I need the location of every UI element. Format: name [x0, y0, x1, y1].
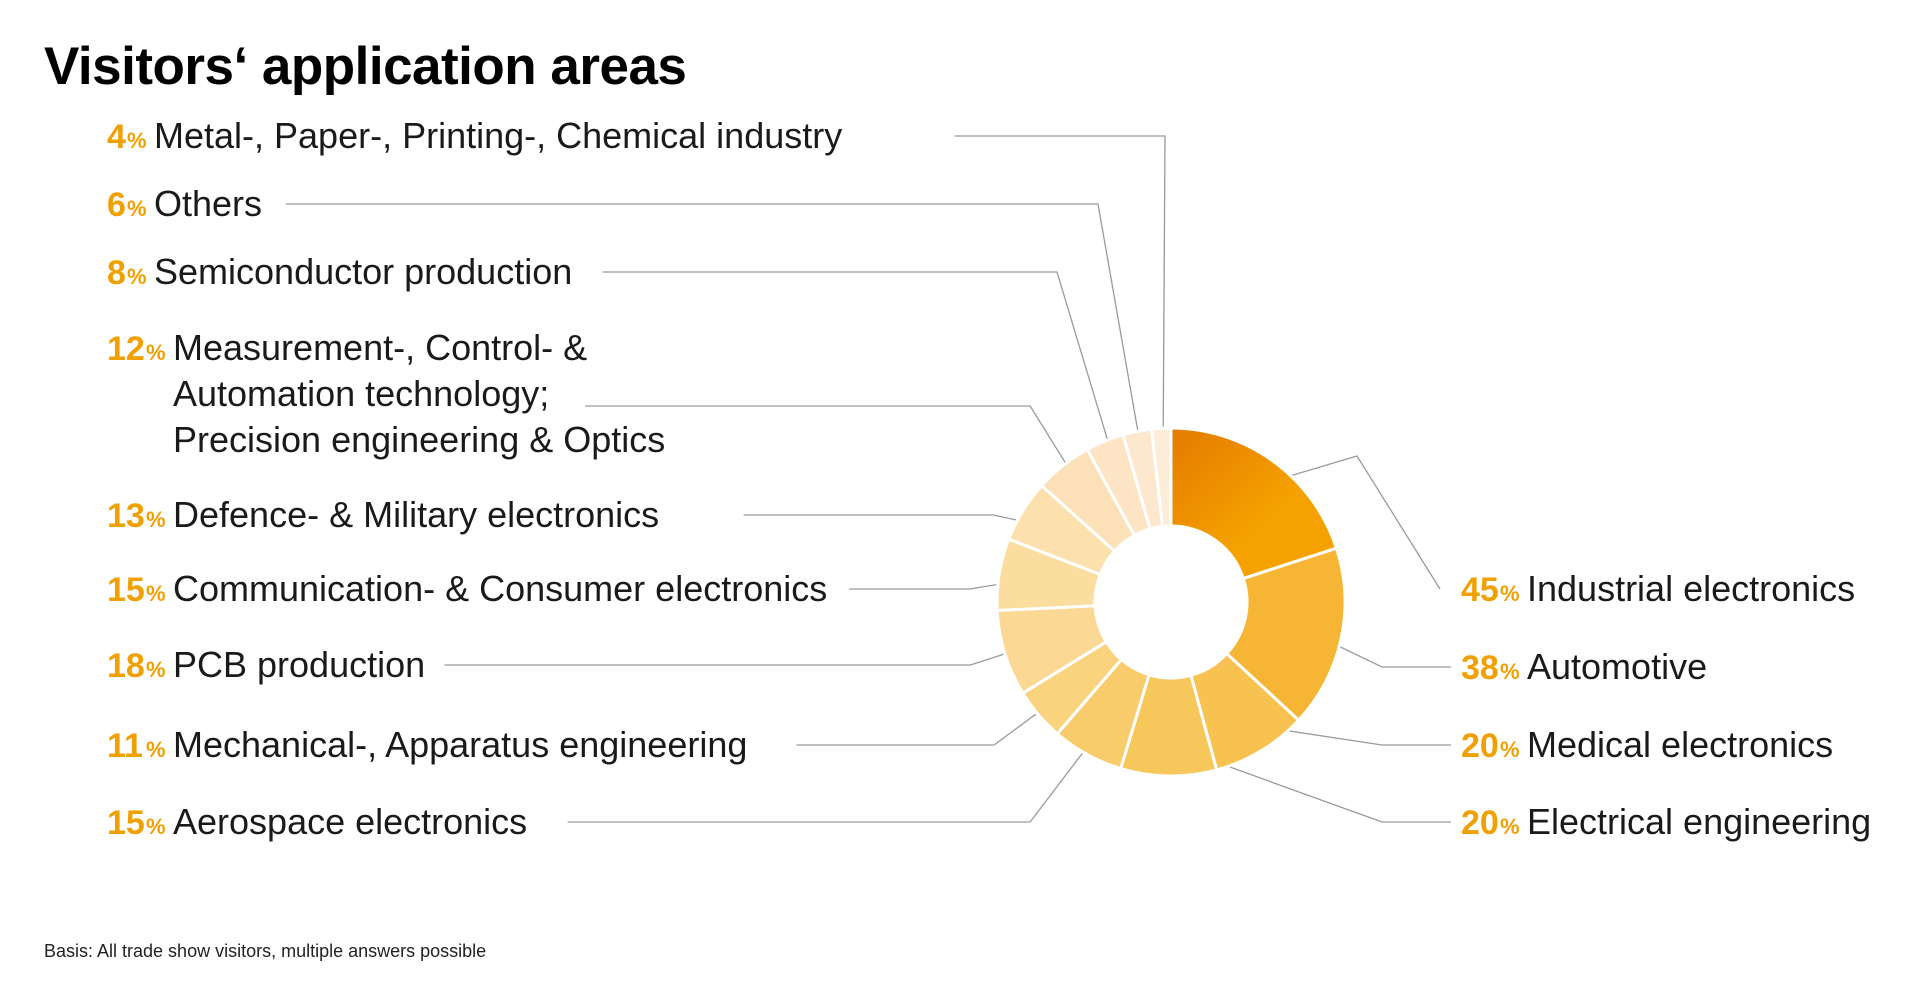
slice-value: 8 [107, 254, 126, 292]
slice-label: Defence- & Military electronics [173, 494, 659, 535]
slice-value: 38 [1461, 649, 1499, 687]
slice-label-line: Automation technology; [173, 373, 549, 414]
donut-slices [995, 426, 1347, 778]
label-mechanical-apparatus-engineering: 11% Mechanical-, Apparatus engineering [107, 724, 747, 765]
percent-sign: % [127, 196, 147, 221]
basis-note: Basis: All trade show visitors, multiple… [44, 941, 486, 961]
slice-label-line: Measurement-, Control- & [173, 327, 587, 368]
slice-value: 45 [1461, 571, 1499, 609]
percent-sign: % [1500, 737, 1520, 762]
slice-label: Electrical engineering [1527, 801, 1871, 842]
percent-sign: % [1500, 814, 1520, 839]
label-electrical-engineering: 20% Electrical engineering [1461, 801, 1871, 842]
label-aerospace-electronics: 15% Aerospace electronics [107, 801, 527, 842]
slice-label: Semiconductor production [154, 251, 572, 292]
label-medical-electronics: 20% Medical electronics [1461, 724, 1833, 765]
leader-mechanical-apparatus-engineering [796, 694, 1063, 746]
leader-pcb-production [444, 643, 1035, 666]
leader-measurement-control-automation-technology-precision-engineering-optics [585, 405, 1083, 491]
percent-sign: % [146, 507, 166, 532]
slice-value: 6 [107, 186, 126, 224]
label-others: 6% Others [107, 183, 262, 224]
slice-label: Metal-, Paper-, Printing-, Chemical indu… [154, 115, 842, 156]
label-pcb-production: 18% PCB production [107, 644, 425, 685]
percent-sign: % [146, 340, 166, 365]
leader-metal-paper-printing-chemical-industry [954, 135, 1166, 460]
label-metal-paper-printing-chemical-industry: 4% Metal-, Paper-, Printing-, Chemical in… [107, 115, 842, 156]
slice-value: 20 [1461, 804, 1499, 842]
slice-label: Medical electronics [1527, 724, 1833, 765]
slice-value: 11 [107, 727, 143, 765]
slice-automotive [1224, 546, 1347, 723]
slice-label: Industrial electronics [1527, 568, 1855, 609]
leader-electrical-engineering [1168, 744, 1451, 823]
slice-value: 12 [107, 330, 145, 368]
percent-sign: % [146, 581, 166, 606]
label-measurement-control-automation-technology-precision-engineering-optics: 12% Measurement-, Control- & Automation te… [107, 327, 665, 460]
slice-label: Others [154, 183, 262, 224]
leader-others [285, 203, 1144, 462]
label-semiconductor-production: 8% Semiconductor production [107, 251, 572, 292]
leader-medical-electronics [1244, 723, 1451, 746]
chart-title: Visitors‘ application areas [44, 37, 686, 96]
leader-aerospace-electronics [567, 726, 1103, 823]
slice-label: Aerospace electronics [173, 801, 527, 842]
slice-value: 4 [107, 118, 126, 156]
slice-value: 18 [107, 647, 145, 685]
percent-sign: % [127, 128, 147, 153]
slice-metal-paper-printing-chemical-industry [1149, 426, 1173, 529]
slice-value: 13 [107, 497, 145, 535]
slice-value: 20 [1461, 727, 1499, 765]
label-defence-military-electronics: 13% Defence- & Military electronics [107, 494, 659, 535]
leader-defence-military-electronics [743, 514, 1050, 528]
percent-sign: % [1500, 659, 1520, 684]
slice-value: 15 [107, 571, 145, 609]
leader-semiconductor-production [602, 271, 1118, 470]
slice-value: 15 [107, 804, 145, 842]
percent-sign: % [146, 737, 166, 762]
slice-label: Communication- & Consumer electronics [173, 568, 827, 609]
label-automotive: 38% Automotive [1461, 646, 1707, 687]
slice-label: Automotive [1527, 646, 1707, 687]
slice-label: Mechanical-, Apparatus engineering [173, 724, 747, 765]
label-communication-consumer-electronics: 15% Communication- & Consumer electronics [107, 568, 827, 609]
percent-sign: % [146, 657, 166, 682]
percent-sign: % [1500, 581, 1520, 606]
slice-label: PCB production [173, 644, 425, 685]
slice-label-line: Precision engineering & Optics [173, 419, 665, 460]
label-industrial-electronics: 45% Industrial electronics [1461, 568, 1855, 609]
percent-sign: % [146, 814, 166, 839]
percent-sign: % [127, 264, 147, 289]
slice-labels: 45% Industrial electronics 38% Automotive 20… [107, 115, 1871, 842]
slice-industrial-electronics [1169, 426, 1339, 581]
